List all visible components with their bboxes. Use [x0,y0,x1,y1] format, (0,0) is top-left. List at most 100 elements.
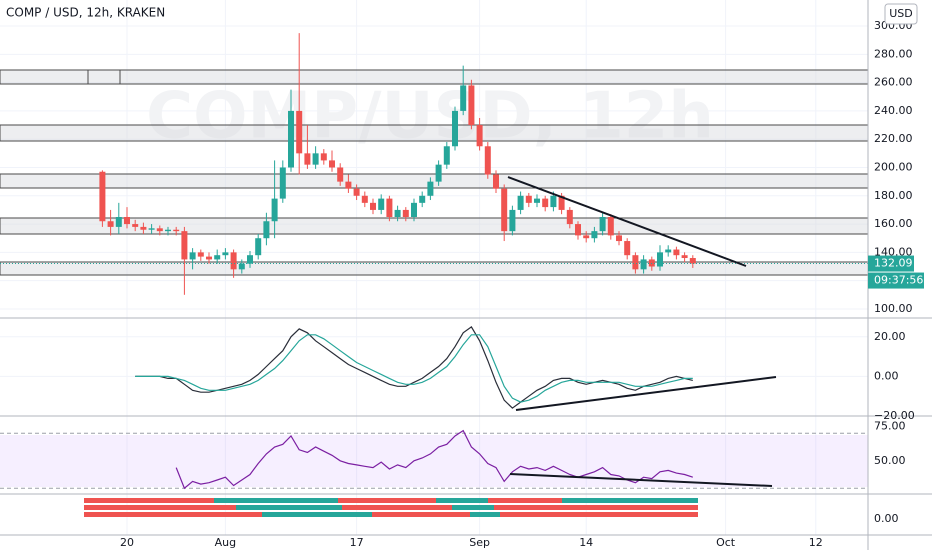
y-tick-label: 200.00 [874,160,913,173]
candle-body [173,229,180,232]
bar-row [452,505,494,510]
x-tick-label: 14 [579,536,593,549]
candle-body [419,195,426,203]
x-tick-label: Sep [469,536,490,549]
bar-row [84,512,698,517]
y-tick-label: 220.00 [874,132,913,145]
marks [0,33,868,490]
candle-body [476,125,483,147]
candle-body [575,224,581,236]
y-tick-label: 75.00 [874,419,906,432]
x-tick-label: Aug [215,536,236,549]
macd-line [135,326,693,409]
candle-body [394,209,401,217]
rsi-band [0,435,868,487]
candle-body [665,249,672,253]
candle-body [230,252,237,270]
candle-body [197,252,204,257]
candle-body [361,195,368,203]
candle-body [255,238,262,256]
trend-line [507,176,747,267]
candle-body [115,216,122,227]
candle-body [189,252,196,260]
candle-body [378,198,385,210]
watermark: COMP/USD, 12h [146,80,714,154]
candle-body [329,160,335,168]
y-tick-label: 100.00 [874,302,913,315]
candle-body [657,252,663,267]
bar-row [436,498,488,503]
candle-body [484,146,491,175]
candle-body [616,235,622,242]
candle-body [558,195,565,210]
x-tick-label: 20 [120,536,134,549]
candle-body [583,235,590,239]
bar-row [84,505,698,510]
candle-body [370,202,376,210]
bar-row [214,498,338,503]
candle-body [140,226,147,230]
candle-body [673,249,680,256]
y-tick-label: 240.00 [874,104,913,117]
y-tick-label: 280.00 [874,47,913,60]
currency-box[interactable] [884,3,918,25]
grid [0,0,868,535]
candle-body [542,198,549,208]
y-tick-label: 180.00 [874,189,913,202]
candle-body [124,216,130,225]
y-tick-label: 50.00 [874,454,906,467]
zone [0,173,869,189]
y-tick-label: 160.00 [874,217,913,230]
candle-body [263,221,270,239]
candle-body [337,167,344,182]
candle-body [648,259,655,267]
last-price-tag [868,255,914,272]
bottom-bars [84,498,698,517]
candle-body [517,195,524,210]
candle-body [214,255,221,260]
last-price: 132.09 [874,257,913,270]
candle-body [288,110,294,168]
candle-body [435,164,442,182]
candle-body [304,153,311,165]
candle-body [238,263,245,270]
candle-body [607,216,614,236]
zone [0,217,869,235]
zone [0,124,869,142]
bar-row [236,505,342,510]
candle-body [402,209,409,217]
candle-body [493,174,499,189]
y-tick-label: −20.00 [874,409,915,422]
candle-body [222,252,229,256]
candle-body [165,229,171,232]
y-tick-label: 0.00 [874,512,899,525]
currency[interactable]: USD [889,7,913,20]
candle-body [443,146,450,165]
macd-line [135,334,693,403]
candle-body [624,241,631,256]
trend-line [515,376,777,411]
y-tick-label: 260.00 [874,76,913,89]
candle-body [279,167,286,199]
chart-title: COMP / USD, 12h, KRAKEN [6,6,165,20]
candle-body [345,181,352,189]
candle-body [247,255,253,264]
candle-body [156,228,163,232]
x-tick-label: 17 [350,536,364,549]
candle-body [689,258,696,264]
countdown: 09:37:56 [874,274,923,287]
countdown-tag [868,272,924,289]
candle-body [132,224,139,227]
candle-body [181,231,188,260]
candle-body [509,209,516,232]
bar-row [470,512,500,517]
candle-body [411,202,417,217]
trend-line [509,473,773,487]
candle-body [534,198,540,203]
y-tick-label: 140.00 [874,245,913,258]
candle-body [271,198,278,222]
bar-row [84,498,698,503]
candle-body [501,188,508,232]
bar-row [262,512,372,517]
